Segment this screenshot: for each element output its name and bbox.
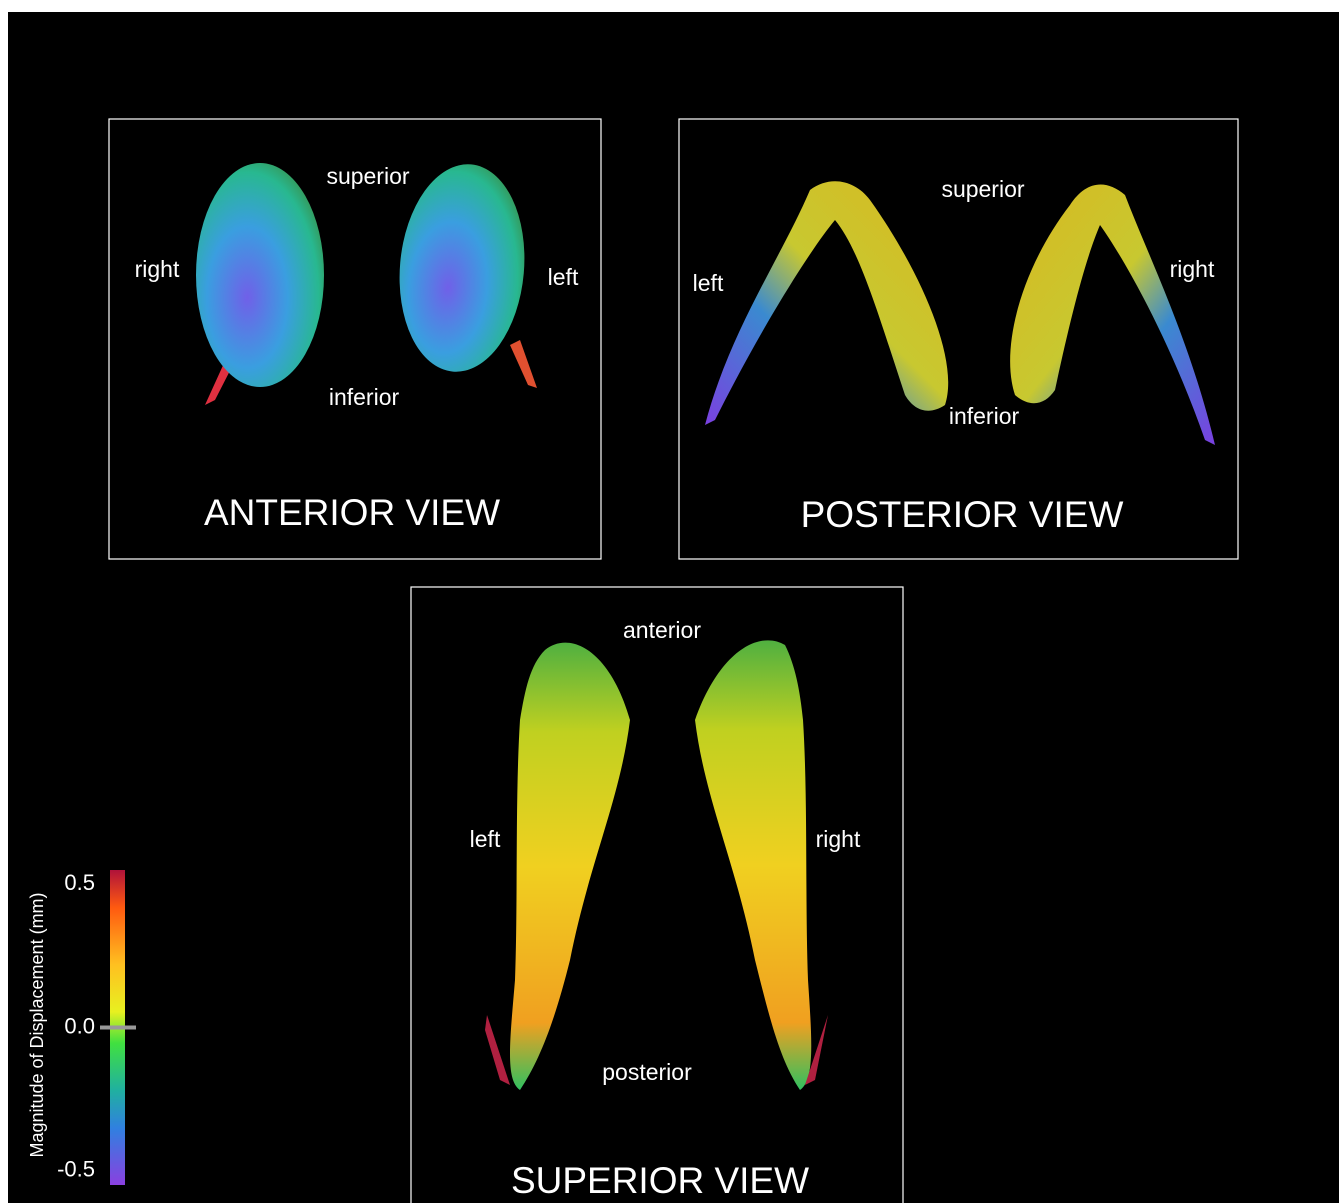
- shape: [510, 340, 537, 388]
- panel-frame: [678, 118, 1239, 560]
- background: [8, 12, 1339, 1203]
- shape: [695, 640, 812, 1090]
- orientation-label: right: [1170, 256, 1215, 282]
- shape: [705, 181, 949, 425]
- colorbar-tick-label: 0.0: [64, 1013, 95, 1038]
- panel-title: ANTERIOR VIEW: [204, 492, 500, 533]
- orientation-label: superior: [941, 176, 1024, 202]
- orientation-label: inferior: [329, 384, 400, 410]
- orientation-label: right: [135, 256, 180, 282]
- orientation-label: posterior: [602, 1059, 692, 1085]
- panel-frame: [108, 118, 602, 560]
- colorbar-label: Magnitude of Displacement (mm): [27, 892, 47, 1157]
- orientation-label: superior: [326, 163, 409, 189]
- shape: [196, 163, 324, 387]
- colorbar-tick-label: 0.5: [64, 870, 95, 895]
- orientation-label: left: [693, 270, 724, 296]
- orientation-label: left: [548, 264, 579, 290]
- orientation-label: inferior: [949, 403, 1020, 429]
- panel-frame: [410, 586, 904, 1203]
- orientation-label: anterior: [623, 617, 701, 643]
- shape: [399, 164, 525, 372]
- panel-title: SUPERIOR VIEW: [511, 1160, 809, 1201]
- panel-title: POSTERIOR VIEW: [801, 494, 1124, 535]
- shape: [1010, 184, 1215, 445]
- shape: [485, 1015, 510, 1085]
- shape: [510, 642, 630, 1090]
- colorbar-tick-label: -0.5: [57, 1156, 95, 1181]
- orientation-label: right: [816, 826, 861, 852]
- orientation-label: left: [470, 826, 501, 852]
- shape: [805, 1015, 828, 1085]
